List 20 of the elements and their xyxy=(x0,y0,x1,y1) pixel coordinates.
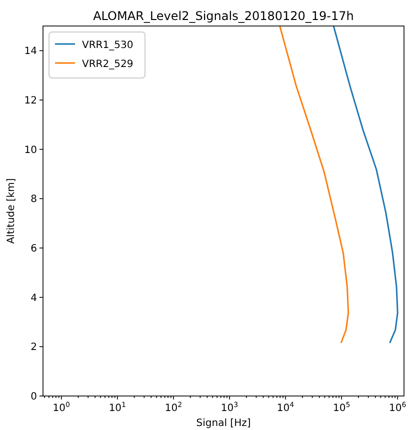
y-tick-label: 8 xyxy=(30,194,37,206)
x-tick-label: 10$^{0}$ xyxy=(52,401,70,414)
legend-label: VRR1_530 xyxy=(82,40,134,51)
y-tick-label: 2 xyxy=(30,342,37,354)
chart-title: ALOMAR_Level2_Signals_20180120_19-17h xyxy=(93,9,354,23)
x-tick-label: 10$^{2}$ xyxy=(164,401,182,414)
y-tick-label: 6 xyxy=(30,244,37,254)
y-axis-title: Altitude [km] xyxy=(6,178,17,244)
y-tick-label: 14 xyxy=(24,46,37,58)
y-tick-label: 0 xyxy=(30,392,37,402)
x-tick-label: 10$^{6}$ xyxy=(389,401,407,414)
x-tick-label: 10$^{1}$ xyxy=(108,401,126,414)
x-tick-label: 10$^{4}$ xyxy=(276,401,295,414)
y-tick-label: 4 xyxy=(30,292,37,304)
x-axis-title: Signal [Hz] xyxy=(196,418,251,429)
y-tick-label: 12 xyxy=(24,96,37,106)
x-tick-label: 10$^{5}$ xyxy=(332,401,350,414)
y-tick-label: 10 xyxy=(24,144,37,156)
legend-label: VRR2_529 xyxy=(82,59,134,70)
x-tick-label: 10$^{3}$ xyxy=(220,401,238,414)
